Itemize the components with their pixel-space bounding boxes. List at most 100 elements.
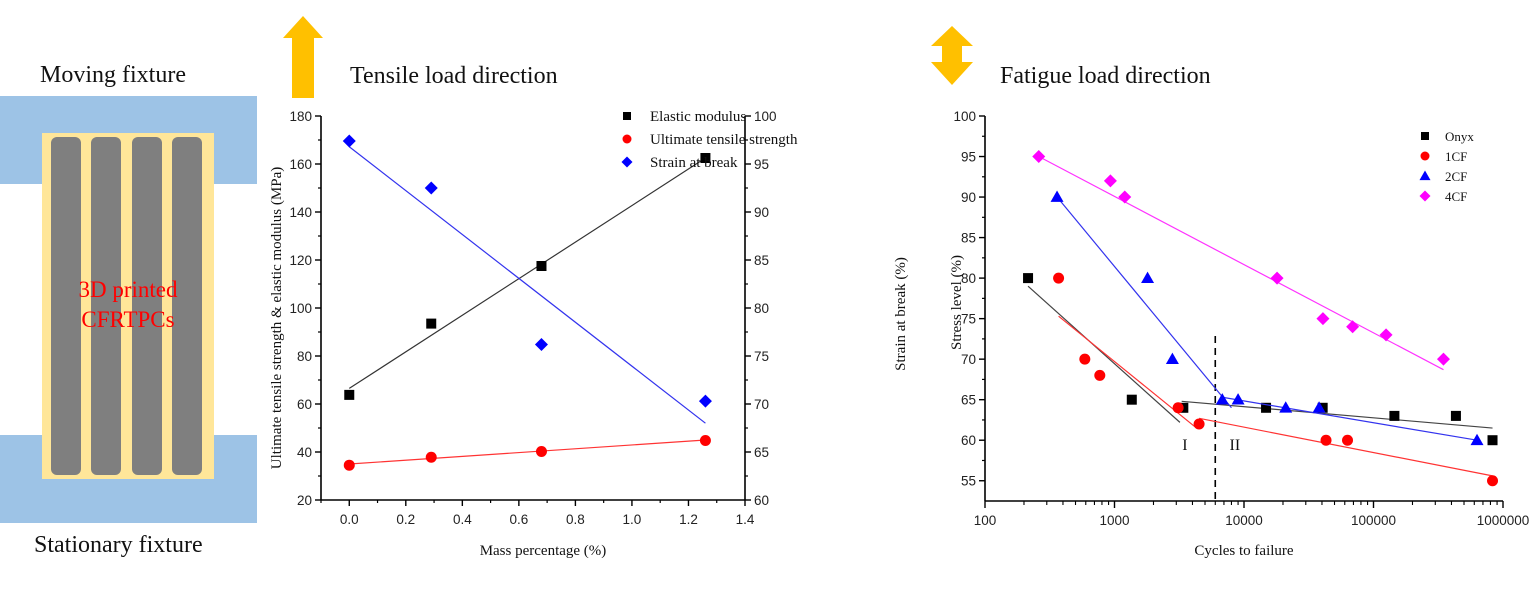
stationary-fixture-label: Stationary fixture — [34, 532, 203, 558]
legend-label: Strain at break — [650, 155, 738, 171]
data-point — [1487, 475, 1499, 487]
fixture-diagram: Moving fixture 3D printed CFRTPCs Statio… — [0, 0, 270, 591]
specimen-label-line1: 3D printed — [78, 277, 178, 302]
y-tick-label: 80 — [297, 349, 312, 364]
region-label: II — [1230, 437, 1241, 454]
x-tick-label: 0.0 — [340, 512, 359, 527]
y2-tick-label: 80 — [754, 301, 769, 316]
x-tick-label: 0.4 — [453, 512, 472, 527]
legend-marker — [1420, 151, 1430, 161]
fatigue-chart: 55 60 65 70 75 80 85 90 95 100 100 1000 10000 100000 1… — [949, 109, 1529, 559]
y-tick-label: 160 — [289, 157, 312, 172]
up-arrow-icon — [283, 16, 323, 98]
y2-tick-label: 90 — [754, 205, 769, 220]
data-point — [1470, 433, 1484, 446]
fit-line — [348, 157, 706, 389]
y2-tick-label: 70 — [754, 397, 769, 412]
data-point — [698, 394, 712, 408]
data-point — [1023, 273, 1034, 284]
fit-line — [1222, 396, 1478, 441]
legend-label: Onyx — [1445, 129, 1474, 144]
data-point — [1312, 401, 1326, 413]
series-elastic-modulus — [344, 153, 711, 400]
x-tick-label: 1.2 — [679, 512, 698, 527]
legend-marker — [622, 134, 632, 144]
data-point — [1172, 402, 1184, 414]
data-point — [426, 318, 437, 329]
x-tick-label: 0.6 — [509, 512, 528, 527]
legend-label: 2CF — [1445, 169, 1467, 184]
data-point — [1379, 328, 1393, 342]
y-tick-label: 80 — [961, 271, 976, 286]
legend-label: Elastic modulus — [650, 109, 746, 125]
fit-line — [1181, 400, 1493, 429]
y2-axis-title: Strain at break (%) — [893, 257, 909, 371]
data-point — [1487, 435, 1498, 446]
moving-fixture-label: Moving fixture — [40, 62, 186, 88]
data-point — [1215, 393, 1229, 405]
y-tick-label: 75 — [961, 312, 976, 327]
tensile-chart: 20 40 60 80 100 120 140 160 180 60 65 70 75 80 85 90 95 1… — [269, 109, 909, 559]
y-tick-label: 180 — [289, 109, 312, 124]
fit-line — [1038, 155, 1444, 371]
data-point — [1436, 352, 1450, 366]
y-tick-label: 70 — [961, 352, 976, 367]
data-point — [1094, 369, 1106, 381]
y-axis-title: Ultimate tensile strength & elastic modu… — [269, 167, 285, 469]
fit-line — [1056, 196, 1232, 409]
data-point — [342, 134, 356, 148]
series-ultimate-tensile-strength — [343, 434, 711, 471]
data-point — [1346, 320, 1360, 334]
data-point — [1053, 272, 1065, 284]
fit-line — [1198, 417, 1493, 477]
specimen-label: 3D printed CFRTPCs — [42, 275, 214, 335]
y2-tick-label: 75 — [754, 349, 769, 364]
x-tick-label: 0.2 — [396, 512, 415, 527]
data-point — [1231, 393, 1245, 405]
fit-line — [349, 439, 706, 465]
series-1cf — [1053, 272, 1499, 487]
data-point — [1320, 434, 1332, 446]
y-tick-label: 60 — [297, 397, 312, 412]
legend-marker — [623, 112, 631, 120]
carbon-fiber-strand — [51, 137, 81, 475]
fit-line — [1027, 285, 1181, 423]
data-point — [1032, 150, 1046, 164]
series-strain-at-break — [342, 134, 712, 424]
legend-label: 1CF — [1445, 149, 1467, 164]
data-point — [1118, 190, 1132, 204]
data-point — [534, 337, 548, 351]
data-point — [1050, 190, 1064, 202]
tensile-header: Tensile load direction — [283, 16, 558, 98]
y2-tick-label: 95 — [754, 157, 769, 172]
legend-marker — [621, 156, 633, 168]
x-tick-label: 100000 — [1351, 513, 1396, 528]
data-point — [1165, 352, 1179, 365]
x-tick-label: 100 — [974, 513, 997, 528]
data-point — [699, 434, 711, 446]
series-onyx — [1023, 273, 1498, 446]
y-tick-label: 40 — [297, 445, 312, 460]
x-axis-title: Mass percentage (%) — [480, 543, 607, 559]
carbon-fiber-strand — [91, 137, 121, 475]
y2-tick-label: 60 — [754, 493, 769, 508]
data-point — [424, 181, 438, 195]
x-tick-label: 10000 — [1225, 513, 1263, 528]
y-tick-label: 60 — [961, 433, 976, 448]
data-point — [1079, 353, 1091, 365]
y-tick-label: 65 — [961, 393, 976, 408]
fit-line — [348, 146, 706, 424]
legend-label: 4CF — [1445, 189, 1467, 204]
data-point — [1270, 271, 1284, 285]
legend-marker — [1419, 170, 1431, 181]
y-tick-label: 95 — [961, 150, 976, 165]
carbon-fiber-strand — [172, 137, 202, 475]
y-tick-label: 55 — [961, 474, 976, 489]
x-tick-label: 1000 — [1099, 513, 1129, 528]
legend-marker — [1421, 132, 1429, 140]
legend-marker — [1419, 190, 1431, 202]
data-point — [1279, 401, 1293, 413]
series-4cf — [1032, 150, 1450, 371]
y-axis-title: Stress level (%) — [949, 255, 965, 350]
